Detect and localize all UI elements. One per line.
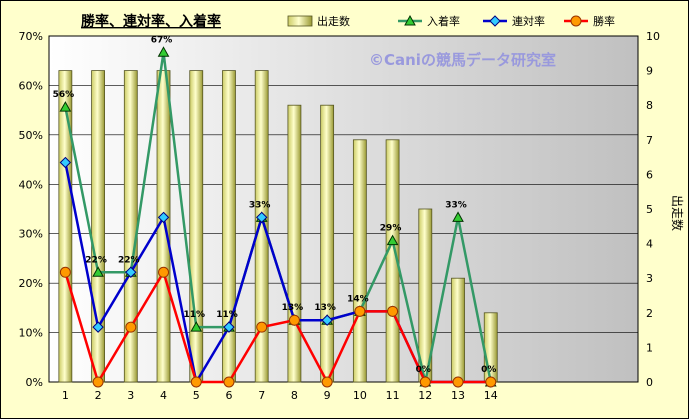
y-right-tick-label: 3 xyxy=(646,272,653,285)
x-tick-label: 3 xyxy=(127,389,134,402)
marker-circle xyxy=(321,376,333,388)
bar xyxy=(91,70,105,383)
data-label: 11% xyxy=(183,310,205,320)
data-label: 13% xyxy=(314,303,336,313)
marker-triangle xyxy=(92,266,104,277)
y-left-tick-label: 20% xyxy=(19,277,43,290)
data-label: 0% xyxy=(481,365,496,375)
y-right-tick-label: 1 xyxy=(646,341,653,354)
data-label: 33% xyxy=(249,200,271,210)
marker-circle xyxy=(288,314,300,326)
y-right-tick-label: 8 xyxy=(646,99,653,112)
x-tick-label: 4 xyxy=(160,389,167,402)
marker-triangle xyxy=(59,101,72,112)
x-tick-label: 13 xyxy=(451,389,465,402)
y-left-tick-label: 0% xyxy=(26,376,43,389)
marker-diamond xyxy=(59,156,72,169)
legend-label: 出走数 xyxy=(317,14,350,28)
data-label: 11% xyxy=(216,310,238,320)
data-label: 13% xyxy=(282,303,304,313)
chart-watermark: ©Caniの競馬データ研究室 xyxy=(369,51,556,69)
marker-circle xyxy=(256,321,268,333)
legend-swatch xyxy=(287,15,313,27)
y-left-tick-label: 50% xyxy=(19,129,43,142)
y-right-tick-label: 5 xyxy=(646,203,653,216)
marker-diamond xyxy=(223,321,235,333)
bar xyxy=(352,139,367,383)
marker-circle xyxy=(485,376,497,388)
legend-label: 勝率 xyxy=(593,14,615,28)
marker-diamond xyxy=(157,211,170,224)
marker-circle xyxy=(570,15,582,27)
y-right-tick-label: 4 xyxy=(646,238,653,251)
y-left-tick-label: 70% xyxy=(19,30,43,43)
marker-circle xyxy=(92,376,104,388)
bar xyxy=(451,277,465,383)
data-label: 67% xyxy=(151,35,173,45)
x-tick-label: 2 xyxy=(95,389,102,402)
y-right-tick-label: 7 xyxy=(646,134,653,147)
bar xyxy=(254,70,269,383)
marker-circle xyxy=(452,376,464,388)
y-right-tick-label: 2 xyxy=(646,307,653,320)
marker-triangle xyxy=(386,234,399,246)
marker-diamond xyxy=(489,15,501,27)
bar xyxy=(385,139,400,383)
bar xyxy=(189,70,204,383)
legend: 出走数 入着率 連対率 勝率 xyxy=(287,14,615,28)
data-label: 33% xyxy=(445,200,467,210)
x-tick-label: 8 xyxy=(291,389,298,402)
chart-title: 勝率、連対率、入着率 xyxy=(81,13,221,30)
x-tick-label: 9 xyxy=(324,389,331,402)
y-left-tick-label: 30% xyxy=(19,228,43,241)
y-left-tick-label: 60% xyxy=(19,79,43,92)
marker-circle xyxy=(387,305,399,317)
x-tick-label: 14 xyxy=(484,389,498,402)
y-right-tick-label: 9 xyxy=(646,65,653,78)
x-tick-label: 5 xyxy=(193,389,200,402)
bar xyxy=(287,104,302,383)
y-left-tick-label: 10% xyxy=(19,327,43,340)
y-right-tick-label: 6 xyxy=(646,168,653,181)
plot-area xyxy=(48,35,639,383)
data-label: 22% xyxy=(118,255,140,265)
x-tick-label: 11 xyxy=(386,389,400,402)
marker-circle xyxy=(190,376,202,388)
x-tick-label: 12 xyxy=(418,389,432,402)
series-line xyxy=(64,269,491,386)
marker-circle xyxy=(125,321,137,333)
marker-triangle xyxy=(452,211,464,222)
data-label: 14% xyxy=(347,294,369,304)
x-tick-label: 6 xyxy=(225,389,232,402)
marker-diamond xyxy=(92,321,104,333)
marker-triangle xyxy=(157,46,170,57)
x-tick-label: 7 xyxy=(258,389,265,402)
marker-circle xyxy=(354,305,366,317)
legend-label: 入着率 xyxy=(427,14,460,28)
marker-circle xyxy=(223,376,235,388)
marker-circle xyxy=(419,376,431,388)
x-tick-label: 1 xyxy=(62,389,69,402)
marker-triangle xyxy=(404,14,416,26)
x-tick-label: 10 xyxy=(353,389,367,402)
bar xyxy=(320,104,335,383)
legend-label: 連対率 xyxy=(512,14,545,28)
data-label: 29% xyxy=(380,224,402,234)
marker-diamond xyxy=(321,314,333,326)
y-right-tick-label: 0 xyxy=(646,376,653,389)
bar xyxy=(58,70,73,383)
marker-circle xyxy=(158,266,170,278)
y-left-tick-label: 40% xyxy=(19,178,43,191)
data-label: 56% xyxy=(53,90,75,100)
data-label: 22% xyxy=(85,255,107,265)
y-right-axis-label: 出走数 xyxy=(670,195,685,231)
marker-diamond xyxy=(255,211,268,224)
marker-diamond xyxy=(125,266,137,278)
y-right-tick-label: 10 xyxy=(646,30,660,43)
marker-circle xyxy=(59,266,71,278)
data-label: 0% xyxy=(416,365,431,375)
marker-triangle xyxy=(190,321,203,332)
